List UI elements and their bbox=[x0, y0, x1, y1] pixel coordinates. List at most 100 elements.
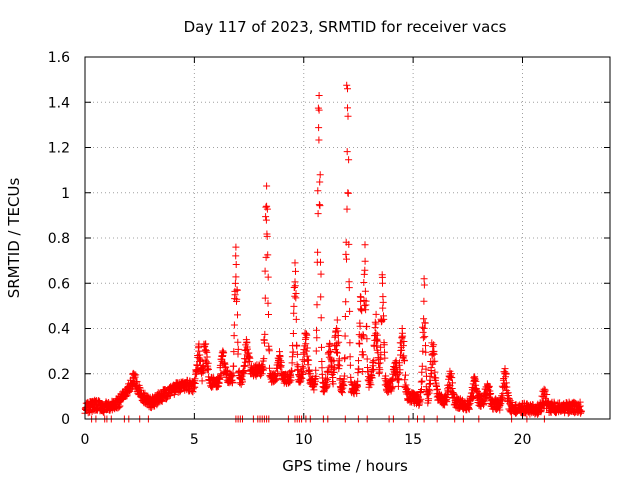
data-point bbox=[260, 366, 267, 374]
data-point bbox=[303, 344, 311, 352]
data-point bbox=[380, 341, 388, 349]
data-point bbox=[346, 339, 354, 347]
data-point bbox=[429, 358, 437, 366]
data-point bbox=[398, 325, 406, 332]
data-point bbox=[361, 266, 369, 274]
data-point bbox=[291, 259, 299, 267]
data-point bbox=[263, 205, 271, 213]
data-point bbox=[343, 205, 351, 213]
data-point bbox=[359, 351, 367, 359]
data-point bbox=[428, 339, 436, 347]
data-point bbox=[312, 366, 320, 374]
y-tick-label: 0.2 bbox=[48, 367, 70, 383]
data-point bbox=[341, 354, 349, 362]
x-tick-label: 15 bbox=[404, 432, 422, 448]
data-point bbox=[372, 329, 380, 337]
data-point bbox=[265, 311, 272, 318]
data-point bbox=[315, 106, 323, 114]
data-point bbox=[266, 364, 273, 372]
data-point bbox=[219, 352, 227, 360]
data-point bbox=[288, 359, 296, 367]
data-point bbox=[200, 367, 208, 375]
data-point bbox=[302, 334, 310, 342]
data-point bbox=[374, 337, 382, 345]
data-point bbox=[353, 389, 361, 397]
data-point bbox=[292, 290, 300, 297]
data-point bbox=[288, 367, 296, 375]
data-point bbox=[356, 340, 364, 348]
data-point bbox=[381, 354, 389, 362]
data-point bbox=[318, 358, 326, 365]
x-tick-label: 20 bbox=[514, 432, 532, 448]
data-point bbox=[330, 364, 338, 372]
data-point bbox=[313, 334, 321, 342]
y-tick-label: 1.6 bbox=[48, 50, 70, 66]
data-point bbox=[345, 240, 353, 248]
data-point bbox=[484, 381, 491, 389]
data-point bbox=[201, 340, 209, 348]
data-point bbox=[277, 358, 285, 366]
data-point bbox=[318, 364, 326, 372]
data-point bbox=[357, 305, 365, 313]
data-point bbox=[370, 357, 378, 365]
data-point bbox=[231, 279, 239, 287]
data-point bbox=[388, 384, 396, 392]
data-point bbox=[340, 382, 348, 390]
data-point bbox=[315, 136, 323, 144]
data-point bbox=[231, 291, 239, 299]
data-point bbox=[345, 278, 353, 286]
data-point bbox=[354, 377, 362, 385]
data-point bbox=[343, 255, 350, 263]
y-tick-label: 0.6 bbox=[48, 276, 70, 292]
data-point bbox=[363, 335, 371, 343]
data-point bbox=[314, 248, 322, 256]
data-point bbox=[429, 349, 437, 357]
data-point bbox=[333, 316, 341, 324]
data-point bbox=[420, 297, 428, 305]
data-point bbox=[394, 382, 402, 390]
data-point bbox=[344, 189, 352, 197]
data-point bbox=[345, 284, 353, 292]
data-point bbox=[324, 375, 331, 383]
data-point bbox=[286, 378, 294, 386]
data-point bbox=[341, 332, 349, 340]
data-point bbox=[448, 374, 456, 382]
data-point bbox=[418, 368, 426, 376]
data-point bbox=[367, 381, 375, 389]
data-point bbox=[276, 352, 284, 360]
data-point bbox=[422, 365, 430, 373]
data-point bbox=[317, 314, 325, 322]
data-point bbox=[355, 365, 363, 373]
data-point bbox=[392, 358, 400, 366]
data-point bbox=[343, 81, 351, 89]
data-point bbox=[368, 374, 376, 382]
data-point bbox=[293, 342, 301, 350]
data-point bbox=[430, 350, 438, 358]
data-point bbox=[356, 322, 364, 330]
data-point bbox=[341, 313, 349, 320]
data-point bbox=[234, 338, 242, 346]
data-point bbox=[264, 299, 272, 307]
data-point bbox=[470, 377, 478, 384]
data-point bbox=[230, 321, 238, 329]
data-point bbox=[429, 343, 437, 351]
data-point bbox=[419, 347, 427, 355]
data-point bbox=[326, 341, 334, 349]
data-point bbox=[417, 395, 425, 403]
data-point bbox=[265, 347, 273, 355]
data-point bbox=[230, 362, 238, 370]
data-point bbox=[326, 347, 334, 355]
data-point bbox=[342, 250, 350, 258]
data-point bbox=[315, 92, 323, 99]
data-point bbox=[317, 293, 325, 301]
y-tick-label: 0.8 bbox=[48, 231, 70, 247]
data-point bbox=[355, 357, 362, 365]
data-point bbox=[329, 380, 337, 388]
data-point bbox=[340, 372, 348, 380]
data-point bbox=[371, 318, 379, 326]
data-point bbox=[379, 279, 386, 287]
data-point bbox=[233, 286, 241, 294]
data-point bbox=[204, 359, 212, 367]
data-point bbox=[302, 340, 310, 348]
data-point bbox=[434, 385, 441, 393]
